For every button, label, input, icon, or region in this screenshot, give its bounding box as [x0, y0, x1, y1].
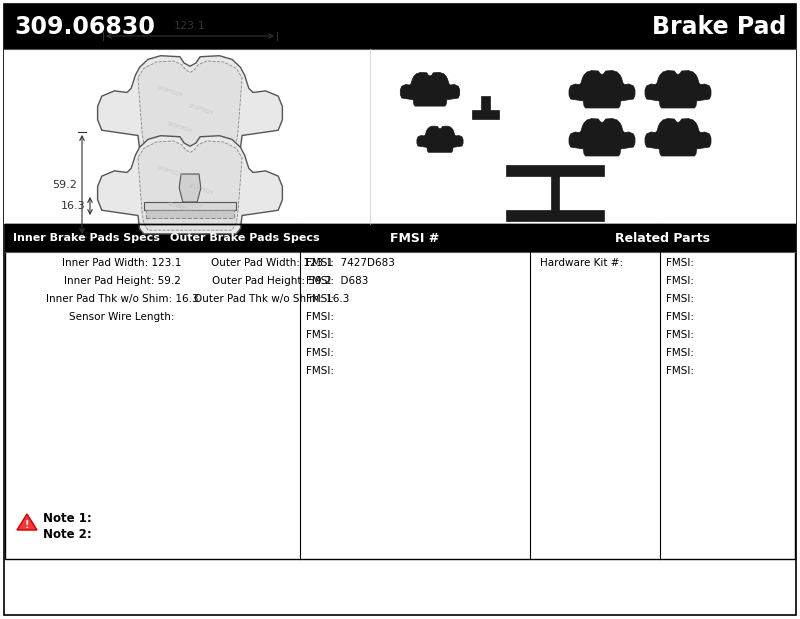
Text: STOPTECH: STOPTECH	[187, 103, 214, 116]
Polygon shape	[138, 61, 242, 150]
Text: Note 1:: Note 1:	[43, 512, 92, 525]
Text: FMSI:  7427D683: FMSI: 7427D683	[306, 258, 395, 268]
Text: FMSI:: FMSI:	[666, 276, 694, 286]
Bar	[146, 210, 234, 218]
Text: FMSI:  D683: FMSI: D683	[306, 276, 368, 286]
Text: STOPTECH: STOPTECH	[177, 204, 203, 209]
Text: FMSI:: FMSI:	[666, 258, 694, 268]
Bar	[5, 224, 300, 252]
Polygon shape	[471, 96, 498, 118]
Text: 123.1: 123.1	[174, 21, 206, 31]
Polygon shape	[17, 514, 37, 530]
Text: Outer Pad Thk w/o Shim: 16.3: Outer Pad Thk w/o Shim: 16.3	[194, 294, 350, 304]
Text: 59.2: 59.2	[52, 180, 77, 189]
Text: Inner Pad Thk w/o Shim: 16.3: Inner Pad Thk w/o Shim: 16.3	[46, 294, 198, 304]
Text: FMSI:: FMSI:	[666, 330, 694, 340]
Polygon shape	[645, 119, 711, 156]
Bar	[4, 49, 796, 224]
Text: Note 2:: Note 2:	[43, 528, 92, 541]
Polygon shape	[569, 71, 635, 108]
Text: 309.06830: 309.06830	[14, 14, 155, 38]
Polygon shape	[179, 174, 201, 202]
Text: Inner Brake Pads Specs: Inner Brake Pads Specs	[13, 233, 160, 243]
Bar	[5, 224, 795, 559]
Text: !: !	[25, 520, 30, 530]
Bar	[144, 202, 237, 210]
Text: STOPTECH: STOPTECH	[166, 201, 193, 214]
Polygon shape	[98, 136, 282, 234]
Text: FMSI:: FMSI:	[666, 294, 694, 304]
Text: Brake Pad: Brake Pad	[652, 14, 786, 38]
Polygon shape	[417, 126, 463, 152]
Text: Related Parts: Related Parts	[615, 232, 710, 245]
Text: FMSI:: FMSI:	[306, 294, 334, 304]
Text: Outer Pad Height: 59.2: Outer Pad Height: 59.2	[212, 276, 332, 286]
Bar	[506, 165, 604, 176]
Text: FMSI:: FMSI:	[666, 312, 694, 322]
Text: Outer Brake Pads Specs: Outer Brake Pads Specs	[170, 233, 320, 243]
Bar	[530, 224, 795, 252]
Text: Inner Pad Width: 123.1: Inner Pad Width: 123.1	[62, 258, 182, 268]
Text: Sensor Wire Length:: Sensor Wire Length:	[70, 312, 174, 322]
Polygon shape	[569, 119, 635, 156]
Text: STOPTECH: STOPTECH	[187, 183, 214, 196]
Text: FMSI:: FMSI:	[306, 330, 334, 340]
Text: 16.3: 16.3	[60, 201, 85, 211]
Bar	[550, 173, 559, 210]
Bar	[300, 224, 530, 252]
Text: FMSI:: FMSI:	[306, 348, 334, 358]
Polygon shape	[645, 71, 711, 108]
Bar	[506, 210, 604, 221]
Text: Outer Pad Width: 123.1: Outer Pad Width: 123.1	[211, 258, 333, 268]
Polygon shape	[98, 56, 282, 154]
Text: STOPTECH: STOPTECH	[156, 85, 182, 98]
Text: STOPTECH: STOPTECH	[156, 165, 182, 178]
Text: Hardware Kit #:: Hardware Kit #:	[540, 258, 623, 268]
Text: FMSI:: FMSI:	[306, 312, 334, 322]
Text: FMSI:: FMSI:	[666, 348, 694, 358]
Text: FMSI #: FMSI #	[390, 232, 440, 245]
Text: STOPTECH: STOPTECH	[166, 121, 193, 134]
Bar	[4, 4, 796, 49]
Polygon shape	[138, 141, 242, 230]
Text: FMSI:: FMSI:	[666, 366, 694, 376]
Text: Inner Pad Height: 59.2: Inner Pad Height: 59.2	[63, 276, 181, 286]
Text: FMSI:: FMSI:	[306, 366, 334, 376]
Polygon shape	[400, 72, 460, 106]
